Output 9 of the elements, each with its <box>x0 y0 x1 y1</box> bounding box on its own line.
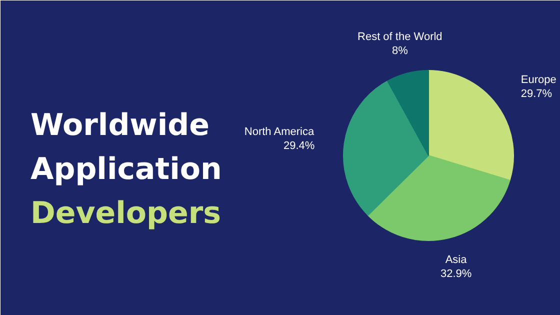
data-label: 29.4% <box>284 140 315 152</box>
slice-label: Rest of the World <box>358 31 442 44</box>
slice-label: North America <box>244 126 315 138</box>
data-label: 8% <box>392 45 408 58</box>
data-label: 32.9% <box>440 268 472 280</box>
slice-label: Europe <box>520 74 556 86</box>
data-label: 29.7% <box>520 88 552 100</box>
text: Worldwide Application Developers <box>30 108 222 231</box>
slice-label: Asia <box>445 254 468 266</box>
